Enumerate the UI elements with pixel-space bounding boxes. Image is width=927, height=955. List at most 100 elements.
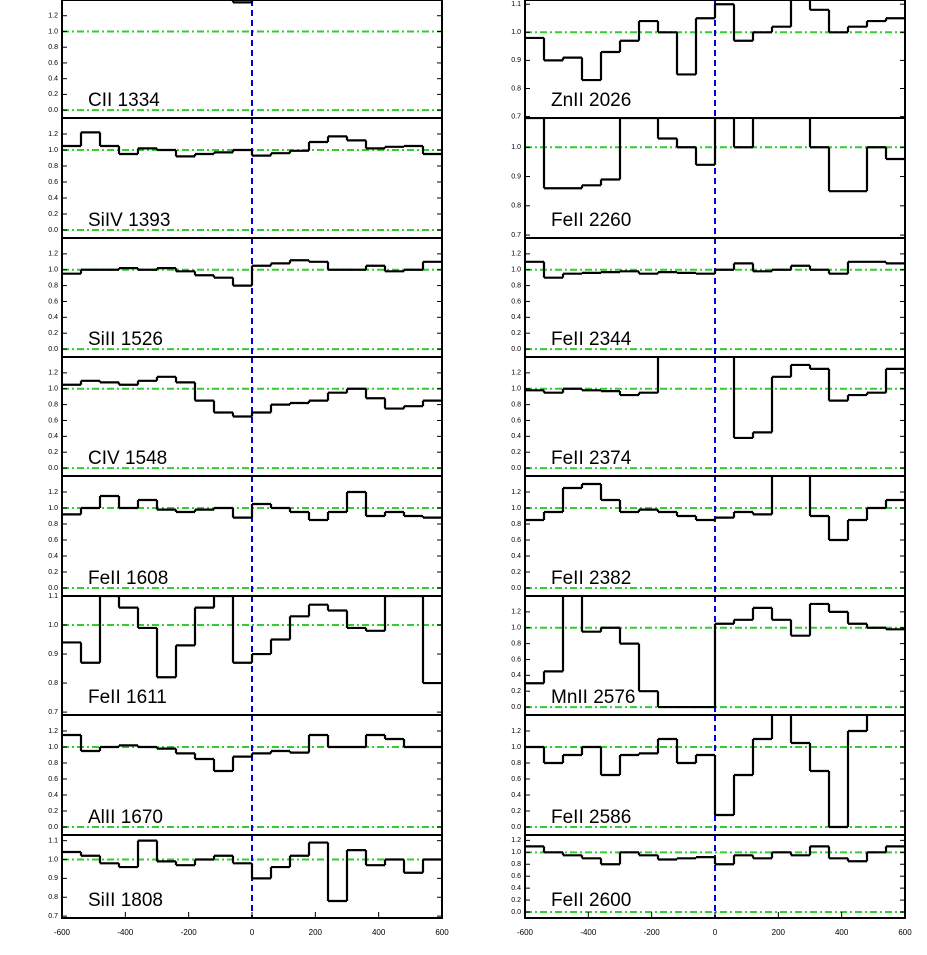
panel — [525, 715, 905, 835]
x-tick-label: 200 — [772, 928, 786, 937]
y-tick-label: 1.0 — [511, 744, 521, 751]
x-tick-label: 0 — [713, 928, 718, 937]
step-riser — [79, 840, 425, 902]
y-tick-label: 0.8 — [48, 521, 58, 528]
y-tick-label: 0.2 — [48, 211, 58, 218]
step-riser — [79, 260, 425, 286]
panel-title: SiII 1808 — [88, 890, 163, 911]
y-tick-label: 1.2 — [48, 370, 58, 377]
y-tick-label: 0.4 — [48, 314, 58, 321]
panel-title: FeII 2344 — [551, 329, 632, 350]
panel-title: FeII 2374 — [551, 448, 632, 469]
step-riser — [542, 118, 888, 192]
y-tick-label: 0.8 — [48, 401, 58, 408]
y-tick-label: 1.2 — [48, 489, 58, 496]
y-tick-label: 0.4 — [48, 76, 58, 83]
y-tick-label: 0.2 — [48, 569, 58, 576]
y-tick-label: 0.4 — [48, 195, 58, 202]
y-tick-label: 0.2 — [511, 688, 521, 695]
step-riser — [542, 261, 888, 278]
y-tick-label: 1.0 — [48, 28, 58, 35]
step-riser — [79, 492, 425, 520]
y-tick-label: 1.0 — [48, 267, 58, 274]
y-tick-label: 0.4 — [511, 553, 521, 560]
y-tick-label: 1.1 — [48, 593, 58, 600]
panel — [62, 835, 442, 918]
panel-title: FeII 2586 — [551, 807, 631, 828]
y-tick-label: 0.8 — [511, 85, 521, 92]
panel — [525, 357, 905, 476]
y-tick-label: 0.8 — [48, 163, 58, 170]
panel-title: CIV 1548 — [88, 448, 167, 469]
x-tick-label: 400 — [372, 928, 386, 937]
panel — [62, 476, 442, 596]
panel-title: CII 1334 — [88, 90, 160, 111]
y-tick-label: 0.4 — [511, 433, 521, 440]
panel — [62, 357, 442, 476]
y-tick-label: 0.0 — [48, 227, 58, 234]
y-tick-label: 0.6 — [511, 776, 521, 783]
y-tick-label: 1.0 — [511, 267, 521, 274]
panel — [62, 0, 442, 118]
y-tick-label: 0.6 — [511, 656, 521, 663]
panel-title: AlII 1670 — [88, 807, 163, 828]
panel — [525, 0, 905, 118]
y-tick-label: 0.4 — [48, 433, 58, 440]
y-tick-label: 0.4 — [511, 792, 521, 799]
y-tick-label: 1.0 — [48, 744, 58, 751]
y-tick-label: 0.6 — [511, 873, 521, 880]
step-riser — [542, 476, 888, 540]
y-tick-label: 1.2 — [511, 370, 521, 377]
y-tick-label: 1.2 — [48, 728, 58, 735]
x-tick-label: 400 — [835, 928, 849, 937]
y-tick-label: 0.8 — [511, 282, 521, 289]
step-riser — [542, 0, 888, 81]
y-tick-label: 1.2 — [511, 837, 521, 844]
y-tick-label: 1.0 — [511, 625, 521, 632]
y-tick-label: 1.0 — [511, 29, 521, 36]
x-tick-label: -400 — [580, 928, 597, 937]
y-tick-label: 0.8 — [48, 44, 58, 51]
y-tick-label: 0.0 — [511, 909, 521, 916]
y-tick-label: 0.4 — [511, 885, 521, 892]
panel — [525, 238, 905, 357]
y-tick-label: 0.8 — [511, 861, 521, 868]
y-tick-label: 0.0 — [511, 465, 521, 472]
y-tick-label: 0.6 — [48, 537, 58, 544]
y-tick-label: 0.4 — [48, 553, 58, 560]
x-tick-label: 200 — [309, 928, 323, 937]
panel — [62, 118, 442, 238]
y-tick-label: 0.9 — [511, 173, 521, 180]
y-tick-label: 0.8 — [48, 680, 58, 687]
y-tick-label: 0.2 — [511, 449, 521, 456]
panel-title: FeII 2260 — [551, 210, 631, 231]
y-tick-label: 1.0 — [48, 147, 58, 154]
y-tick-label: 0.2 — [48, 449, 58, 456]
y-tick-label: 0.8 — [511, 401, 521, 408]
y-tick-label: 0.8 — [511, 760, 521, 767]
y-tick-label: 0.6 — [511, 298, 521, 305]
y-tick-label: 0.0 — [511, 346, 521, 353]
step-riser — [542, 596, 888, 708]
y-tick-label: 0.6 — [511, 537, 521, 544]
panel — [525, 476, 905, 596]
y-tick-label: 1.0 — [511, 386, 521, 393]
y-tick-label: 0.0 — [511, 585, 521, 592]
y-tick-label: 0.7 — [511, 113, 521, 120]
panel-title: SiIV 1393 — [88, 210, 170, 231]
y-tick-label: 0.4 — [511, 314, 521, 321]
x-tick-label: -600 — [517, 928, 534, 937]
x-tick-label: -400 — [117, 928, 134, 937]
y-tick-label: 0.9 — [48, 875, 58, 882]
panel — [62, 238, 442, 357]
y-tick-label: 1.1 — [48, 838, 58, 845]
y-tick-label: 0.2 — [511, 330, 521, 337]
panel — [62, 596, 442, 715]
panel-title: ZnII 2026 — [551, 90, 631, 111]
y-tick-label: 0.6 — [48, 298, 58, 305]
y-tick-label: 0.2 — [511, 897, 521, 904]
y-tick-label: 0.9 — [511, 57, 521, 64]
y-tick-label: 0.8 — [48, 760, 58, 767]
y-tick-label: 1.2 — [48, 131, 58, 138]
